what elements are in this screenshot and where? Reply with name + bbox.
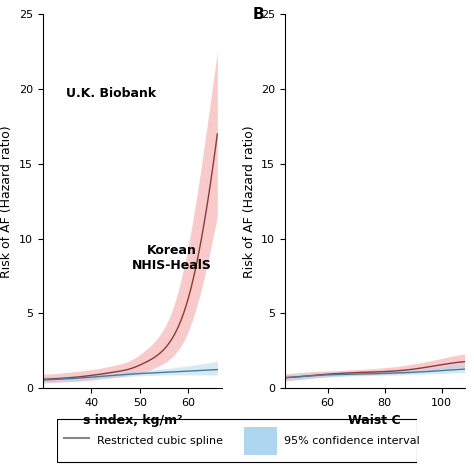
- FancyBboxPatch shape: [244, 427, 277, 455]
- Y-axis label: Risk of AF (Hazard ratio): Risk of AF (Hazard ratio): [243, 125, 255, 278]
- Text: Restricted cubic spline: Restricted cubic spline: [97, 436, 222, 446]
- Text: 95% confidence interval: 95% confidence interval: [284, 436, 419, 446]
- Text: Korean
NHIS-HealS: Korean NHIS-HealS: [132, 244, 212, 272]
- Text: B: B: [253, 7, 264, 22]
- X-axis label: s index, kg/m²: s index, kg/m²: [82, 414, 182, 427]
- Y-axis label: Risk of AF (Hazard ratio): Risk of AF (Hazard ratio): [0, 125, 13, 278]
- X-axis label: Waist C: Waist C: [348, 414, 401, 427]
- Text: U.K. Biobank: U.K. Biobank: [66, 87, 156, 100]
